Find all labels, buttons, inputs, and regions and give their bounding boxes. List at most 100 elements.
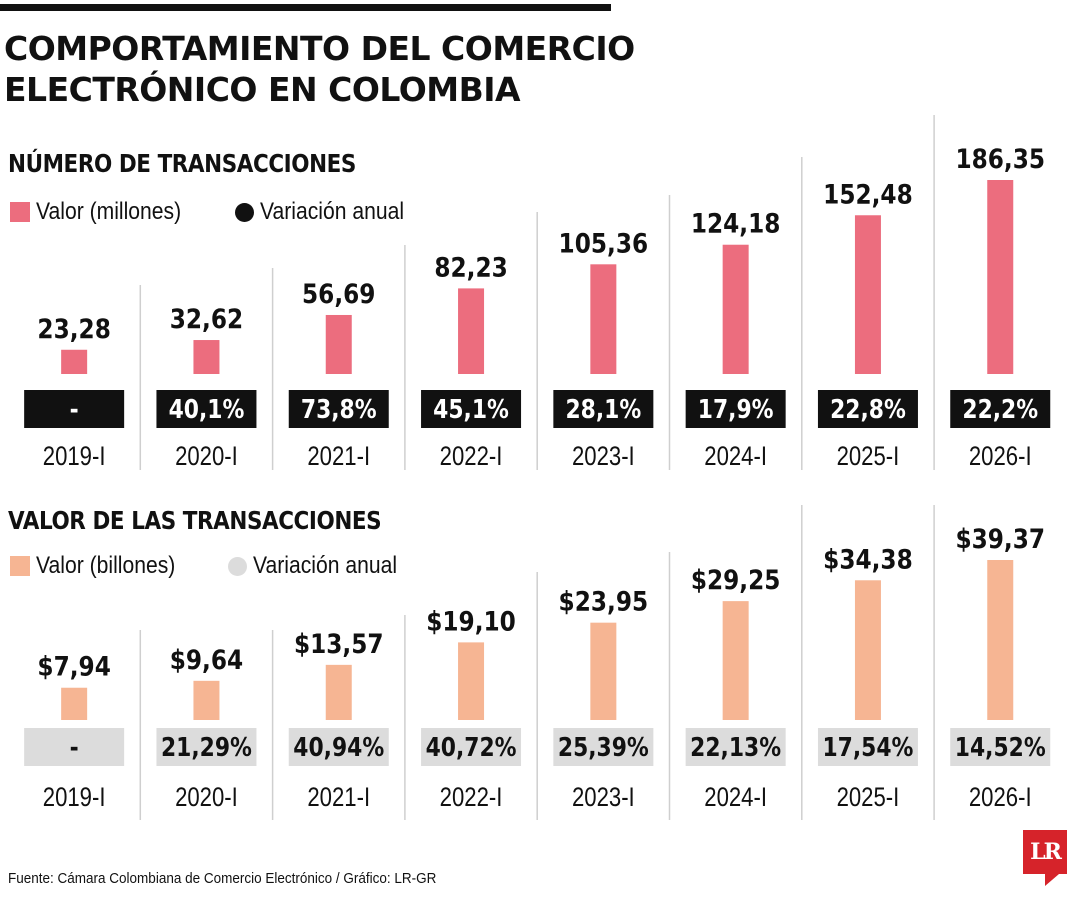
variation-badge: [421, 728, 522, 766]
top-rule: [0, 4, 611, 11]
transactions-section-title: NÚMERO DE TRANSACCIONES: [8, 149, 356, 178]
variation-badge: [288, 728, 389, 766]
variation-badge: [156, 728, 257, 766]
variation-badge: [553, 728, 654, 766]
variation-label: 25,39%: [558, 732, 649, 762]
value-section-title: VALOR DE LAS TRANSACCIONES: [8, 506, 382, 535]
page-title-line1: COMPORTAMIENTO DEL COMERCIO: [4, 29, 635, 68]
variation-label: 40,1%: [169, 394, 245, 424]
value-label: $29,25: [691, 564, 781, 595]
value-label: $34,38: [823, 544, 913, 575]
value-label: 56,69: [302, 278, 375, 309]
variation-badge: [421, 390, 522, 428]
variation-label: 40,72%: [426, 732, 517, 762]
value-label: 23,28: [37, 313, 110, 344]
category-label: 2022-I: [440, 783, 503, 813]
bar: [722, 601, 749, 720]
value-label: $13,57: [294, 628, 384, 659]
variation-label: 14,52%: [955, 732, 1046, 762]
black-dot-icon: [234, 202, 254, 222]
value-label: 152,48: [823, 179, 913, 210]
variation-label: 22,2%: [962, 394, 1038, 424]
page-title-line2: ELECTRÓNICO EN COLOMBIA: [4, 70, 521, 109]
bar: [590, 264, 617, 374]
value-label: 82,23: [434, 252, 507, 283]
value-label: $39,37: [955, 523, 1045, 554]
variation-label: -: [70, 732, 79, 762]
variation-label: 22,13%: [690, 732, 781, 762]
bar: [61, 349, 88, 374]
bar: [325, 664, 352, 720]
value-label: $19,10: [426, 606, 516, 637]
source-note: Fuente: Cámara Colombiana de Comercio El…: [8, 870, 437, 887]
value-label: 32,62: [170, 303, 243, 334]
variation-badge: [288, 390, 389, 428]
variation-badge: [817, 728, 918, 766]
bar: [458, 642, 485, 720]
bar: [193, 680, 220, 720]
category-label: 2026-I: [969, 442, 1032, 472]
bar: [590, 622, 617, 720]
variation-label: 28,1%: [565, 394, 641, 424]
category-label: 2026-I: [969, 783, 1032, 813]
variation-badge: [685, 390, 786, 428]
category-label: 2021-I: [307, 783, 370, 813]
bar: [854, 215, 881, 374]
bar: [193, 340, 220, 374]
category-label: 2020-I: [175, 442, 238, 472]
bar: [854, 580, 881, 720]
category-label: 2019-I: [43, 783, 106, 813]
category-label: 2025-I: [837, 783, 900, 813]
category-label: 2024-I: [704, 442, 767, 472]
variation-label: -: [70, 394, 79, 424]
variation-label: 22,8%: [830, 394, 906, 424]
variation-badge: [24, 390, 125, 428]
legend-label-value: Valor (billones): [36, 552, 176, 579]
variation-badge: [950, 728, 1051, 766]
bar: [722, 244, 749, 374]
variation-label: 21,29%: [161, 732, 252, 762]
bar: [61, 687, 88, 720]
variation-label: 17,54%: [822, 732, 913, 762]
variation-badge: [24, 728, 125, 766]
variation-badge: [553, 390, 654, 428]
legend-label-value: Valor (millones): [36, 198, 182, 225]
variation-badge: [950, 390, 1051, 428]
variation-label: 40,94%: [293, 732, 384, 762]
category-label: 2023-I: [572, 442, 635, 472]
category-label: 2024-I: [704, 783, 767, 813]
category-label: 2023-I: [572, 783, 635, 813]
value-label: $9,64: [170, 644, 243, 675]
category-label: 2022-I: [440, 442, 503, 472]
page-title: COMPORTAMIENTO DEL COMERCIO ELECTRÓNICO …: [4, 28, 704, 110]
value-label: 124,18: [691, 208, 781, 239]
value-label: $23,95: [559, 586, 649, 617]
variation-badge: [156, 390, 257, 428]
legend-label-variation: Variación anual: [253, 552, 398, 579]
bar: [458, 288, 485, 374]
lr-logo-tail: [1045, 874, 1059, 886]
category-label: 2021-I: [307, 442, 370, 472]
bar: [987, 560, 1014, 720]
peach-square-icon: [10, 556, 30, 576]
variation-label: 45,1%: [433, 394, 509, 424]
variation-label: 17,9%: [698, 394, 774, 424]
variation-badge: [685, 728, 786, 766]
lr-logo: LR: [1023, 830, 1067, 874]
category-label: 2019-I: [43, 442, 106, 472]
legend-label-variation: Variación anual: [259, 198, 404, 225]
value-label: 186,35: [955, 143, 1045, 174]
category-label: 2020-I: [175, 783, 238, 813]
transactions-legend: Valor (millones) Variación anual: [10, 197, 424, 227]
value-label: $7,94: [37, 651, 110, 682]
category-label: 2025-I: [837, 442, 900, 472]
gray-dot-icon: [228, 556, 248, 576]
pink-square-icon: [10, 202, 30, 222]
value-label: 105,36: [559, 228, 649, 259]
bar: [987, 180, 1014, 374]
value-legend: Valor (billones) Variación anual: [10, 551, 417, 581]
bar: [325, 314, 352, 374]
variation-badge: [817, 390, 918, 428]
variation-label: 73,8%: [301, 394, 377, 424]
